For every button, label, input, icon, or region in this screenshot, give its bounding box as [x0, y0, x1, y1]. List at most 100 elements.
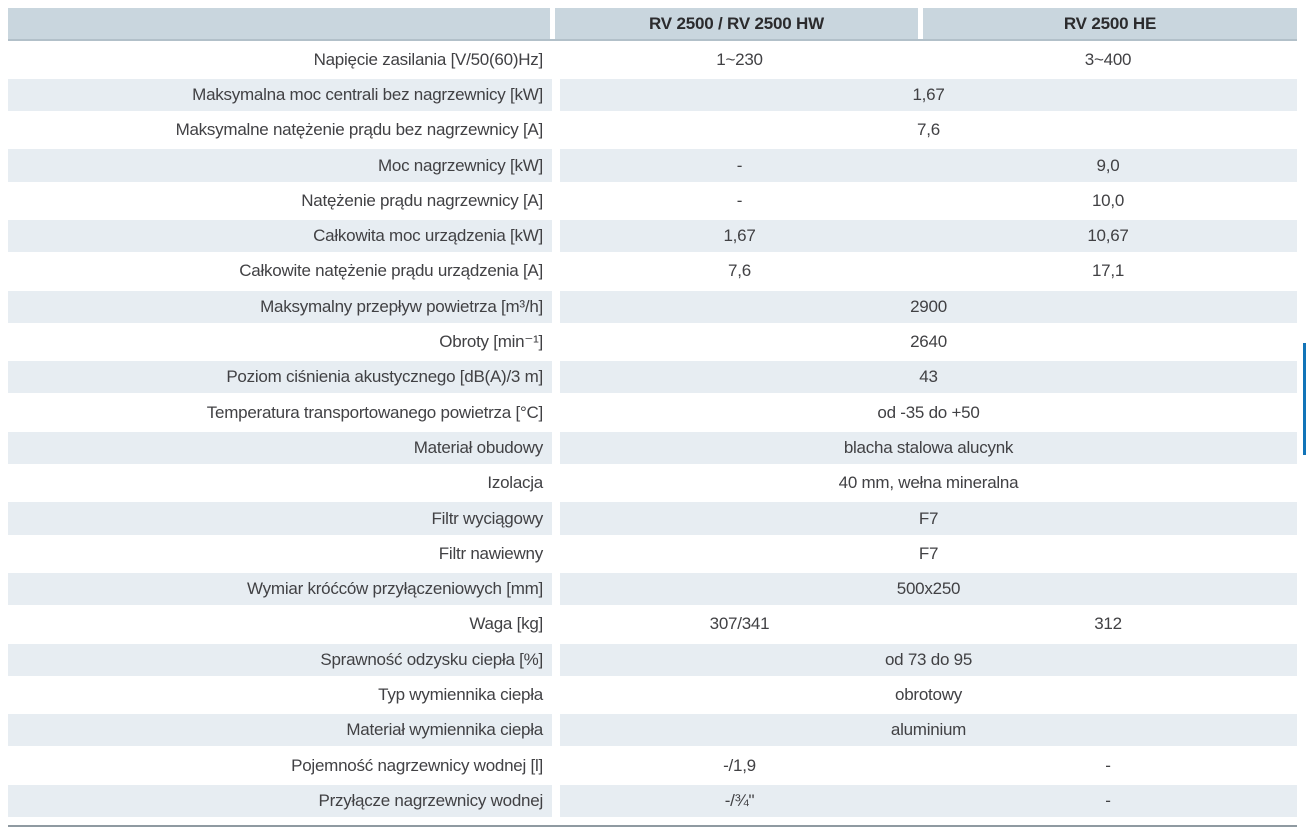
- spec-values: -/¾" -: [560, 784, 1297, 818]
- table-body: Napięcie zasilania [V/50(60)Hz] 1~230 3~40…: [8, 43, 1297, 818]
- spec-value-span: od -35 do +50: [877, 402, 980, 422]
- spec-label: Całkowita moc urządzenia [kW]: [8, 219, 552, 253]
- spec-table: RV 2500 / RV 2500 HW RV 2500 HE Napięcie…: [8, 8, 1297, 818]
- header-cell-empty: [8, 8, 550, 39]
- spec-value-col1: 1~230: [716, 49, 763, 69]
- spec-value-col2: 9,0: [1096, 155, 1120, 175]
- spec-value-span: od 73 do 95: [884, 649, 973, 669]
- spec-value-col1: -: [736, 190, 743, 210]
- spec-label: Maksymalne natężenie prądu bez nagrzewni…: [8, 114, 552, 147]
- spec-values: blacha stalowa alucynk: [560, 431, 1297, 465]
- spec-value-col1: 1,67: [723, 226, 756, 246]
- spec-values: od -35 do +50: [560, 396, 1297, 429]
- spec-value-col2: -: [1105, 790, 1111, 810]
- bottom-rule: [8, 825, 1297, 827]
- spec-values: 7,6 17,1: [560, 255, 1297, 288]
- spec-value-span: 1,67: [912, 84, 945, 104]
- spec-value-col2: -: [1105, 755, 1111, 775]
- spec-label: Waga [kg]: [8, 608, 552, 641]
- spec-value-span: 2640: [910, 332, 947, 352]
- spec-values: 500x250: [560, 572, 1297, 606]
- spec-value-col2: 3~400: [1084, 49, 1132, 69]
- spec-values: - 9,0: [560, 149, 1297, 182]
- spec-row: Maksymalne natężenie prądu bez nagrzewni…: [8, 114, 1297, 147]
- spec-label: Napięcie zasilania [V/50(60)Hz]: [8, 43, 552, 76]
- spec-row: Sprawność odzysku ciepła [%] od 73 do 95: [8, 643, 1297, 676]
- spec-value-span: 40 mm, wełna mineralna: [838, 473, 1019, 493]
- spec-label: Sprawność odzysku ciepła [%]: [8, 643, 552, 676]
- spec-values: 1,67 10,67: [560, 219, 1297, 253]
- spec-value-span: aluminium: [890, 720, 967, 740]
- spec-row: Filtr nawiewny F7: [8, 537, 1297, 570]
- spec-value-col2: 10,0: [1091, 190, 1125, 210]
- spec-label: Typ wymiennika ciepła: [8, 678, 552, 712]
- spec-value-col1: 7,6: [728, 261, 751, 281]
- spec-row: Wymiar króćców przyłączeniowych [mm] 500x…: [8, 572, 1297, 606]
- spec-values: F7: [560, 537, 1297, 570]
- spec-label: Pojemność nagrzewnicy wodnej [l]: [8, 749, 552, 782]
- spec-row: Natężenie prądu nagrzewnicy [A] - 10,0: [8, 184, 1297, 217]
- spec-row: Moc nagrzewnicy [kW] - 9,0: [8, 149, 1297, 182]
- spec-row: Typ wymiennika ciepła obrotowy: [8, 678, 1297, 712]
- spec-label: Filtr wyciągowy: [8, 502, 552, 535]
- spec-label: Całkowite natężenie prądu urządzenia [A]: [8, 255, 552, 288]
- spec-label: Izolacja: [8, 467, 552, 500]
- spec-row: Poziom ciśnienia akustycznego [dB(A)/3 m…: [8, 361, 1297, 394]
- spec-values: 1~230 3~400: [560, 43, 1297, 76]
- spec-row: Materiał wymiennika ciepła aluminium: [8, 714, 1297, 747]
- spec-label: Wymiar króćców przyłączeniowych [mm]: [8, 572, 552, 606]
- spec-value-span: 7,6: [917, 120, 940, 140]
- spec-row: Całkowita moc urządzenia [kW] 1,67 10,67: [8, 219, 1297, 253]
- spec-label: Materiał obudowy: [8, 431, 552, 465]
- spec-values: 7,6: [560, 114, 1297, 147]
- spec-value-col2: 312: [1094, 614, 1122, 634]
- table-header: RV 2500 / RV 2500 HW RV 2500 HE: [8, 8, 1297, 41]
- spec-row: Waga [kg] 307/341 312: [8, 608, 1297, 641]
- spec-row: Temperatura transportowanego powietrza […: [8, 396, 1297, 429]
- spec-value-col1: -: [736, 155, 743, 175]
- header-cell-rv2500-hw: RV 2500 / RV 2500 HW: [555, 8, 918, 39]
- header-cell-rv2500-he: RV 2500 HE: [923, 8, 1297, 39]
- spec-label: Materiał wymiennika ciepła: [8, 714, 552, 747]
- spec-value-span: F7: [918, 508, 939, 528]
- spec-values: 2900: [560, 290, 1297, 323]
- spec-values: F7: [560, 502, 1297, 535]
- spec-values: obrotowy: [560, 678, 1297, 712]
- spec-label: Obroty [min⁻¹]: [8, 325, 552, 359]
- spec-values: -/1,9 -: [560, 749, 1297, 782]
- spec-row: Przyłącze nagrzewnicy wodnej -/¾" -: [8, 784, 1297, 818]
- spec-value-span: F7: [918, 543, 939, 563]
- spec-values: od 73 do 95: [560, 643, 1297, 676]
- spec-values: 2640: [560, 325, 1297, 359]
- spec-label: Filtr nawiewny: [8, 537, 552, 570]
- spec-label: Maksymalna moc centrali bez nagrzewnicy …: [8, 78, 552, 112]
- spec-value-col1: 307/341: [709, 614, 770, 634]
- spec-row: Napięcie zasilania [V/50(60)Hz] 1~230 3~40…: [8, 43, 1297, 76]
- spec-label: Maksymalny przepływ powietrza [m³/h]: [8, 290, 552, 323]
- spec-values: - 10,0: [560, 184, 1297, 217]
- spec-value-col2: 10,67: [1087, 226, 1129, 246]
- spec-row: Filtr wyciągowy F7: [8, 502, 1297, 535]
- spec-value-col1: -/¾": [724, 790, 755, 810]
- accent-bar: [1303, 343, 1306, 455]
- spec-row: Pojemność nagrzewnicy wodnej [l] -/1,9 -: [8, 749, 1297, 782]
- spec-value-span: 43: [919, 367, 938, 387]
- spec-row: Maksymalna moc centrali bez nagrzewnicy …: [8, 78, 1297, 112]
- spec-row: Materiał obudowy blacha stalowa alucynk: [8, 431, 1297, 465]
- spec-row: Całkowite natężenie prądu urządzenia [A]…: [8, 255, 1297, 288]
- spec-value-span: 500x250: [896, 579, 961, 599]
- spec-value-col1: -/1,9: [723, 755, 756, 775]
- spec-value-span: blacha stalowa alucynk: [843, 437, 1014, 457]
- spec-label: Natężenie prądu nagrzewnicy [A]: [8, 184, 552, 217]
- spec-values: 40 mm, wełna mineralna: [560, 467, 1297, 500]
- spec-value-span: 2900: [910, 296, 947, 316]
- spec-label: Moc nagrzewnicy [kW]: [8, 149, 552, 182]
- spec-label: Przyłącze nagrzewnicy wodnej: [8, 784, 552, 818]
- spec-values: aluminium: [560, 714, 1297, 747]
- spec-values: 307/341 312: [560, 608, 1297, 641]
- spec-row: Izolacja 40 mm, wełna mineralna: [8, 467, 1297, 500]
- spec-value-col2: 17,1: [1091, 261, 1125, 281]
- spec-row: Maksymalny przepływ powietrza [m³/h] 2900: [8, 290, 1297, 323]
- spec-values: 43: [560, 361, 1297, 394]
- spec-row: Obroty [min⁻¹] 2640: [8, 325, 1297, 359]
